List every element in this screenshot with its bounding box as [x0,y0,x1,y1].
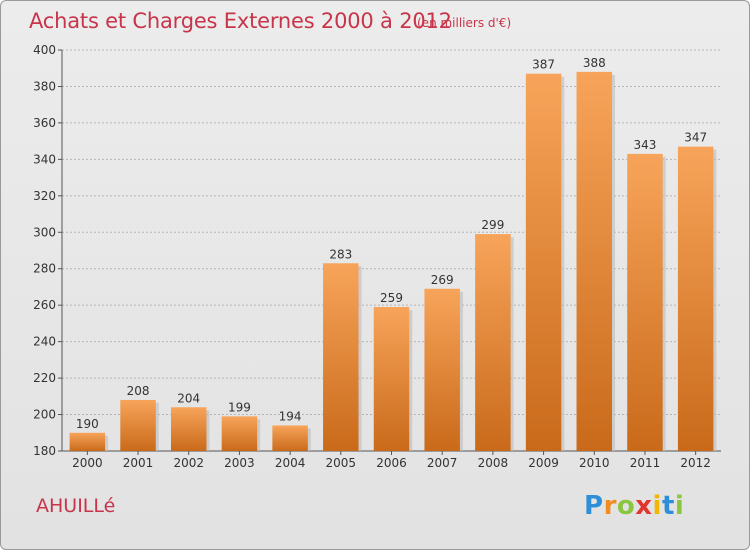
bar-value-label: 194 [279,409,302,423]
location-name: AHUILLé [36,495,116,517]
bar [69,432,106,451]
bar [170,407,207,451]
y-tick-label: 380 [33,79,56,93]
bar-value-label: 269 [431,273,454,287]
x-tick-label: 2004 [275,456,306,470]
y-tick-label: 260 [33,298,56,312]
x-tick-labels: 2000 2001 2002 2003 2004 2005 2006 2007 2008 2009… [72,456,711,470]
bar [525,73,562,451]
bar-value-label: 387 [532,58,555,72]
y-tick-label: 240 [33,335,56,349]
x-tick-label: 2008 [478,456,509,470]
chart-title: Achats et Charges Externes 2000 à 2012 [29,9,452,33]
bar-value-label: 190 [76,417,99,431]
bar-value-label: 204 [177,391,200,405]
y-tick-label: 220 [33,371,56,385]
y-tick-label: 180 [33,444,56,458]
y-tick-label: 200 [33,408,56,422]
y-tick-labels: 180 200 220 240 260 280 300 320 340 360 380 400 [33,43,56,458]
y-tick-label: 320 [33,189,56,203]
bar [272,425,308,451]
x-tick-label: 2011 [630,456,661,470]
y-tick-label: 280 [33,262,56,276]
x-tick-label: 2003 [224,456,255,470]
bars [69,71,717,452]
value-labels: 190 208 204 199 194 283 259 269 299 387 388 343 347 [76,56,707,431]
x-tick-label: 2000 [72,456,103,470]
y-tick-label: 360 [33,116,56,130]
bar-value-label: 259 [380,291,403,305]
x-tick-label: 2007 [427,456,458,470]
chart-subtitle: (en milliers d'€) [417,16,512,30]
bar [424,288,460,451]
x-tick-label: 2009 [528,456,559,470]
bar-value-label: 388 [583,56,606,70]
bar-value-label: 283 [329,247,352,261]
bar-value-label: 347 [684,131,707,145]
bar [475,234,511,451]
x-tick-label: 2006 [376,456,407,470]
bar [323,263,359,451]
proxiti-logo: Proxiti [584,491,685,521]
x-tick-label: 2002 [173,456,204,470]
x-tick-label: 2012 [680,456,711,470]
bar-value-label: 299 [481,218,504,232]
bar-value-label: 208 [127,384,150,398]
y-tick-label: 400 [33,43,56,57]
bar [627,153,663,452]
bar [221,416,258,451]
bar [120,399,156,451]
bar [576,71,613,451]
bar [373,307,410,451]
x-tick-label: 2005 [326,456,357,470]
x-tick-label: 2001 [123,456,154,470]
y-tick-label: 300 [33,225,56,239]
bar [677,146,714,451]
y-tick-label: 340 [33,152,56,166]
x-tick-label: 2010 [579,456,610,470]
bar-value-label: 343 [634,138,657,152]
bar-value-label: 199 [228,400,251,414]
